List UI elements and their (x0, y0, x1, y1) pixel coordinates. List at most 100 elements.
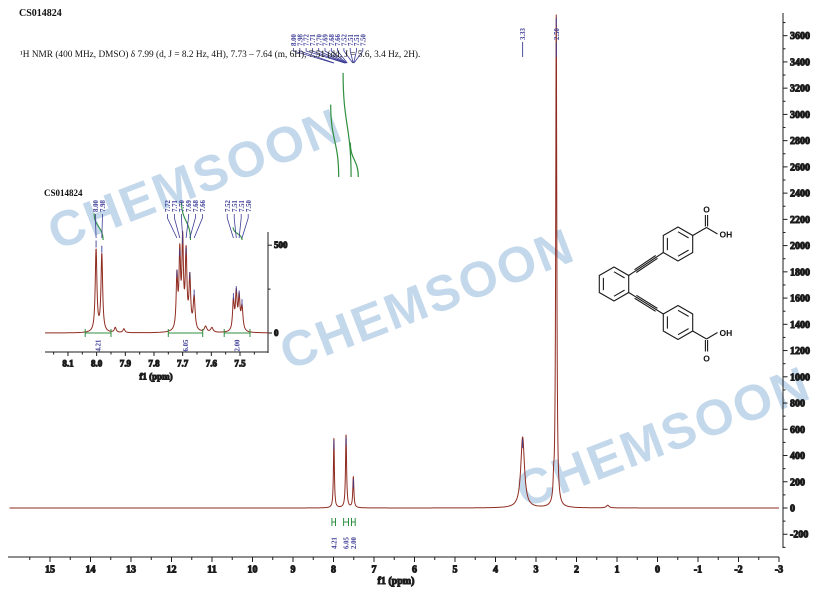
tick-label: 2200 (790, 215, 810, 226)
vertical-peak-label: 7.68 (193, 200, 200, 212)
tick-label: 1000 (790, 372, 810, 383)
carbonyl-o-label: O (703, 354, 710, 364)
tick-label: 3000 (790, 110, 810, 121)
tick-label: 7.7 (177, 359, 189, 369)
hydroxyl-label: OH (720, 328, 733, 338)
tick-label: 3400 (790, 57, 810, 68)
tick-label: 200 (790, 477, 805, 488)
spectrum-trace (9, 14, 779, 509)
vertical-peak-label: 7.98 (297, 34, 304, 46)
vertical-peak-label: 7.72 (304, 34, 311, 46)
inset-integral-value: 2.00 (235, 339, 242, 351)
main-axes: 15 14 13 12 11 10 9 8 7 6 5 4 3 2 1 0 -1 -2 -3f1 (ppm)3600… (8, 13, 811, 588)
tick-label: -3 (775, 565, 783, 576)
tick-label: 7.9 (120, 359, 132, 369)
inset-integral-value: 4.21 (96, 339, 103, 351)
tick-label: 7.6 (206, 359, 218, 369)
vertical-peak-label: 2.50 (554, 28, 561, 40)
inset-axes: 8.1 8.0 7.9 7.8 7.7 7.6 7.5 f1 (ppm) 500 0 (45, 232, 289, 382)
vertical-peak-label: 7.50 (360, 34, 367, 46)
tick-label: 2000 (790, 241, 810, 252)
nmr-assignment-text: ¹H NMR (400 MHz, DMSO) δ 7.99 (d, J = 8.… (20, 50, 421, 60)
tick-label: 8.1 (62, 359, 74, 369)
vertical-peak-label: 7.69 (186, 200, 193, 212)
sample-id: CS014824 (19, 8, 62, 19)
hydroxyl-label: OH (720, 230, 733, 240)
tick-label: 1400 (790, 320, 810, 331)
tick-label: 1 (615, 565, 620, 576)
vertical-peak-label: 8.00 (291, 34, 298, 46)
tick-label: 14 (86, 565, 96, 576)
tick-label: 2400 (790, 189, 810, 200)
tick-label: 7.5 (234, 359, 246, 369)
inset-peak-label-fans: 8.00 7.98 7.72 7.71 7.70 7.69 7.68 7.66 7.52 7.51… (93, 200, 253, 239)
vertical-peak-label: 7.52 (342, 34, 349, 46)
vertical-peak-label: 7.51 (348, 34, 355, 46)
vertical-peak-label: 7.66 (200, 200, 207, 212)
tick-label: 800 (790, 399, 805, 410)
vertical-peak-label: 7.70 (179, 200, 186, 212)
main-peak-label-fan: 8.00 7.98 7.72 7.71 7.70 7.69 7.68 7.66 7.52 7.51… (291, 28, 561, 64)
tick-label: 13 (126, 565, 136, 576)
vertical-peak-label: 7.72 (165, 200, 172, 212)
inset-plot: CS014824 8.1 8.0 7.9 7.8 7.7 7.6 7.5 f1 (ppm) 500… (44, 188, 289, 382)
tick-label: 0 (655, 565, 660, 576)
carbonyl-o-label: O (703, 205, 710, 215)
tick-label: -200 (790, 530, 808, 541)
tick-label: 8.0 (91, 359, 103, 369)
vertical-peak-label: 7.51 (239, 200, 246, 212)
tick-label: 1600 (790, 294, 810, 305)
tick-label: 15 (45, 565, 55, 576)
inset-peak-ticks (95, 236, 243, 307)
tick-label: 7.8 (148, 359, 160, 369)
vertical-peak-label: 7.51 (354, 34, 361, 46)
tick-label: 0 (790, 504, 795, 515)
vertical-peak-label: 7.70 (316, 34, 323, 46)
vertical-peak-label: 7.68 (329, 34, 336, 46)
tick-label: 1800 (790, 267, 810, 278)
vertical-peak-label: 7.69 (323, 34, 330, 46)
tick-label: 7 (372, 565, 377, 576)
tick-label: -1 (694, 565, 702, 576)
vertical-peak-label: 8.00 (93, 200, 100, 212)
inset-integral-brackets (84, 329, 251, 337)
integral-value: 6.05 (344, 537, 351, 549)
tick-label: 600 (790, 425, 805, 436)
peak-top-ticks (333, 18, 557, 489)
tick-label: 3 (534, 565, 539, 576)
vertical-peak-label: 7.50 (246, 200, 253, 212)
tick-label: 2600 (790, 162, 810, 173)
tick-label: 0 (274, 328, 279, 338)
tick-label: 9 (291, 565, 296, 576)
vertical-peak-label: 7.98 (100, 200, 107, 212)
tick-label: 3600 (790, 31, 810, 42)
tick-label: 2800 (790, 136, 810, 147)
tick-label: 2 (574, 565, 579, 576)
molecule-atom-labels: O OH O OH (703, 205, 732, 364)
tick-label: -2 (734, 565, 742, 576)
integral-value: 2.00 (351, 537, 358, 549)
vertical-peak-label: 7.52 (225, 200, 232, 212)
vertical-peak-label: 7.51 (232, 200, 239, 212)
tick-label: 12 (167, 565, 177, 576)
vertical-peak-label: 7.66 (335, 34, 342, 46)
tick-label: 11 (207, 565, 216, 576)
main-xaxis-title: f1 (ppm) (378, 576, 415, 587)
vertical-peak-label: 7.71 (172, 200, 179, 212)
tick-label: 4 (493, 565, 498, 576)
tick-label: 500 (274, 240, 288, 250)
tick-label: 8 (331, 565, 336, 576)
inset-sample-id: CS014824 (44, 188, 83, 198)
tick-label: 3200 (790, 84, 810, 95)
inset-xaxis-title: f1 (ppm) (139, 372, 172, 382)
tick-label: 10 (248, 565, 258, 576)
vertical-peak-label: 3.33 (520, 28, 527, 40)
tick-label: 5 (453, 565, 458, 576)
tick-label: 6 (412, 565, 417, 576)
molecule-bonds (598, 215, 718, 352)
inset-integral-value: 6.05 (183, 339, 190, 351)
molecule-structure: O OH O OH (598, 205, 732, 364)
main-integral-curves (330, 72, 359, 178)
